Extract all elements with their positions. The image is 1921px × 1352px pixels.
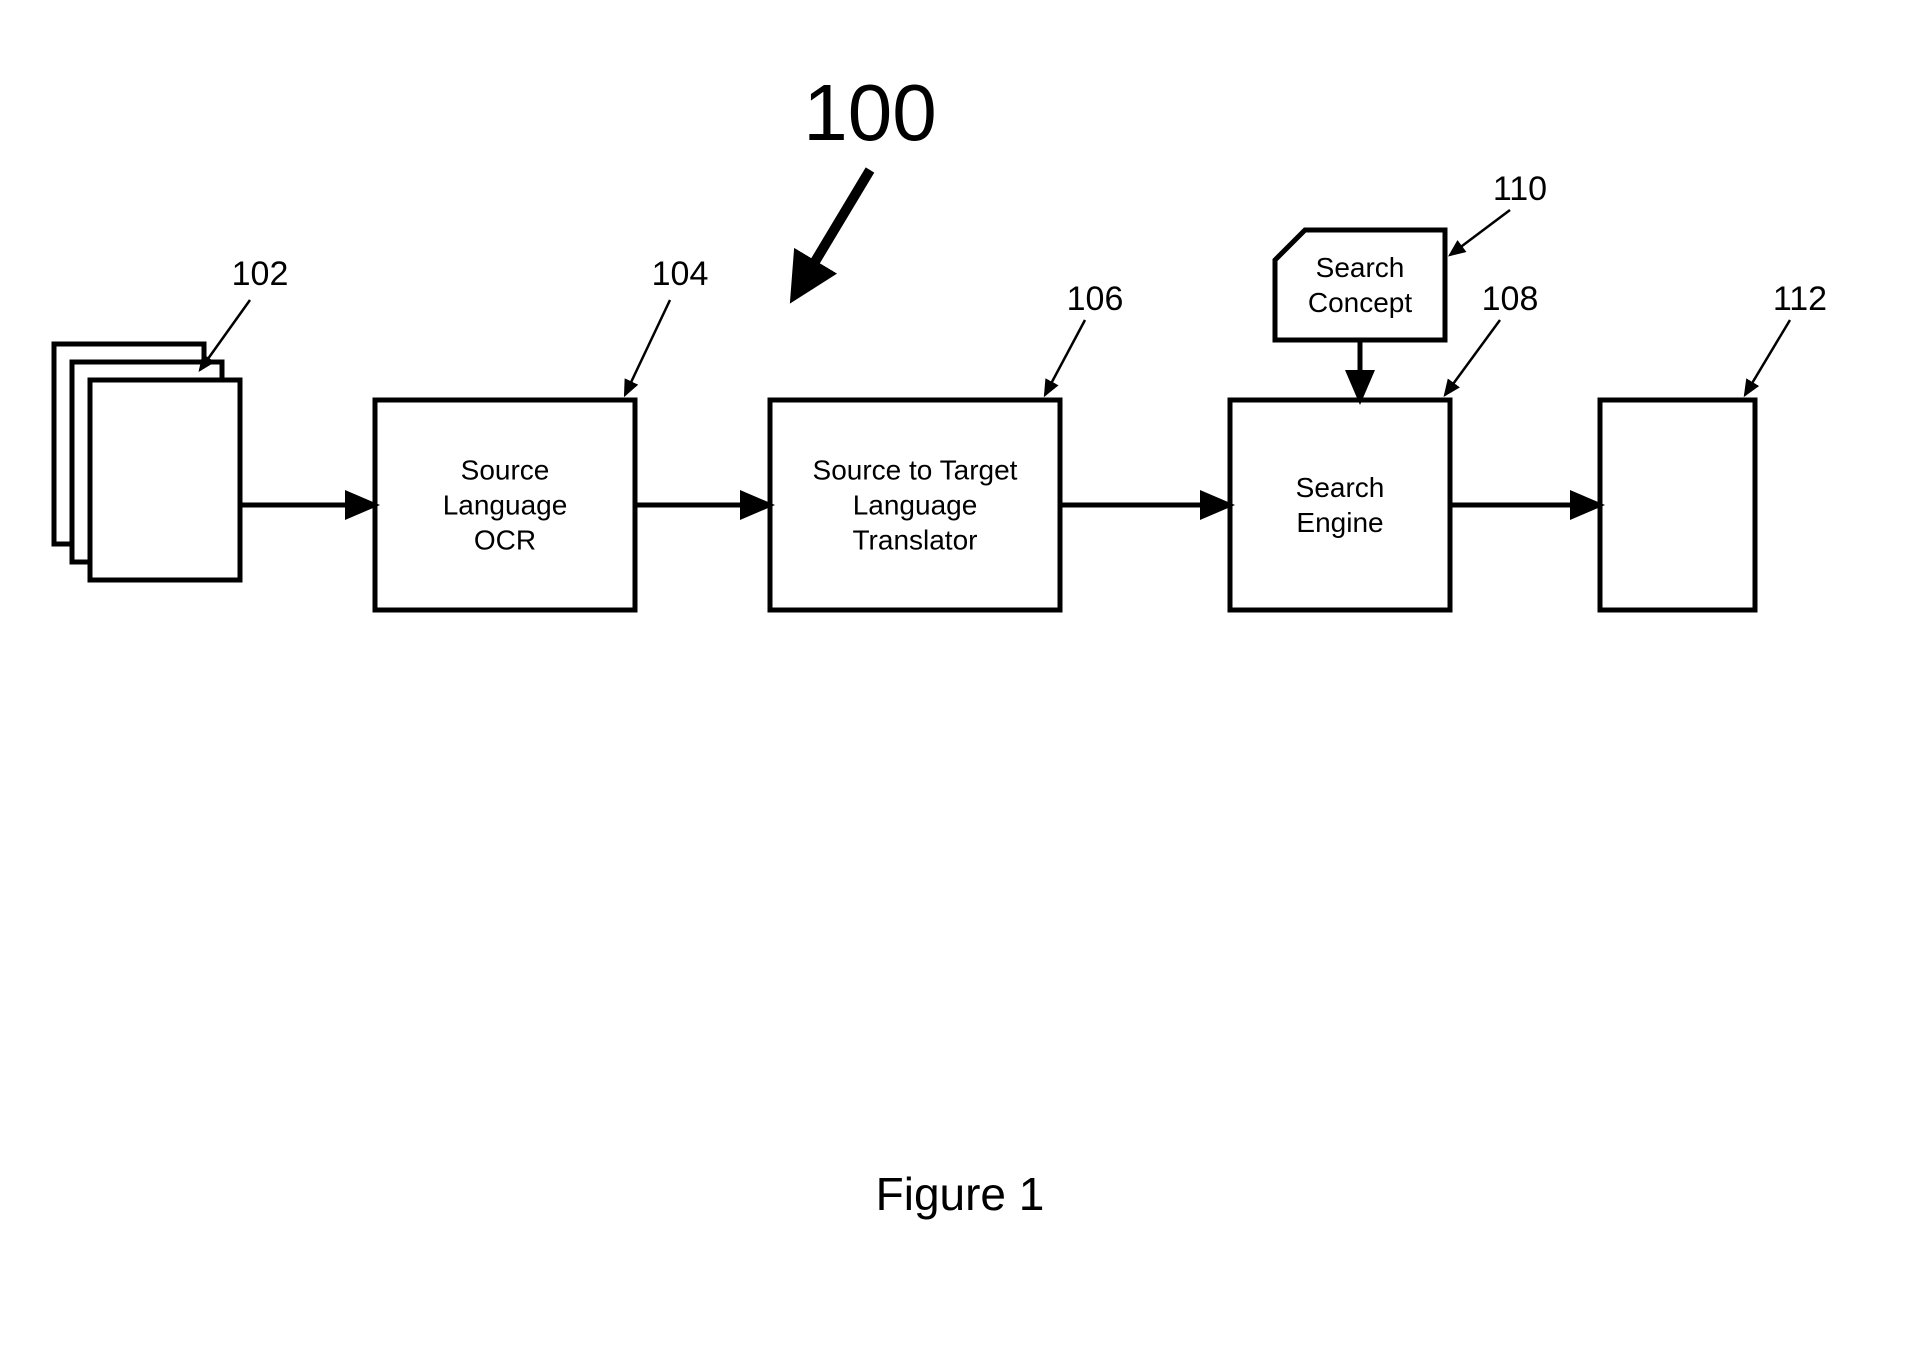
ref-102: 102	[200, 255, 288, 370]
node-output_doc	[1600, 400, 1755, 610]
ref-108: 108	[1445, 280, 1538, 395]
refs-layer: 102 104 106 108 110 112	[200, 170, 1827, 395]
node-search_engine-label-1: Engine	[1296, 507, 1383, 538]
node-ocr-label-0: Source	[461, 454, 550, 485]
ref-leader-106	[1045, 320, 1085, 395]
node-search_concept-label-0: Search	[1316, 252, 1405, 283]
title-layer: 100	[795, 68, 937, 295]
ref-leader-108	[1445, 320, 1500, 395]
ref-leader-102	[200, 300, 250, 370]
ref-110: 110	[1450, 170, 1547, 255]
node-ocr-label-2: OCR	[474, 524, 536, 555]
flowchart-diagram: Source Language OCR Source to Target Languag…	[0, 0, 1921, 1352]
node-translator-label-2: Translator	[852, 524, 977, 555]
node-translator: Source to Target Language Translator	[770, 400, 1060, 610]
ref-label-108: 108	[1482, 280, 1539, 318]
ref-label-112: 112	[1773, 280, 1827, 318]
ref-112: 112	[1745, 280, 1827, 395]
node-search_engine: Search Engine	[1230, 400, 1450, 610]
node-translator-label-1: Language	[853, 489, 978, 520]
ref-leader-104	[625, 300, 670, 395]
node-search_concept-label-1: Concept	[1308, 287, 1413, 318]
node-docs_stack	[54, 344, 240, 580]
ref-106: 106	[1045, 280, 1123, 395]
ref-label-106: 106	[1067, 280, 1124, 318]
system-ref-100-pointer	[795, 170, 870, 295]
system-ref-100: 100	[803, 68, 936, 157]
node-ocr-label-1: Language	[443, 489, 568, 520]
ref-leader-112	[1745, 320, 1790, 395]
ref-label-110: 110	[1493, 170, 1547, 208]
ref-label-102: 102	[232, 255, 289, 293]
node-search_engine-label-0: Search	[1296, 472, 1385, 503]
node-search_concept: Search Concept	[1275, 230, 1445, 340]
node-ocr: Source Language OCR	[375, 400, 635, 610]
ref-leader-110	[1450, 210, 1510, 255]
figure-caption: Figure 1	[876, 1168, 1045, 1220]
ref-104: 104	[625, 255, 708, 395]
node-translator-label-0: Source to Target	[813, 454, 1018, 485]
ref-label-104: 104	[652, 255, 709, 293]
